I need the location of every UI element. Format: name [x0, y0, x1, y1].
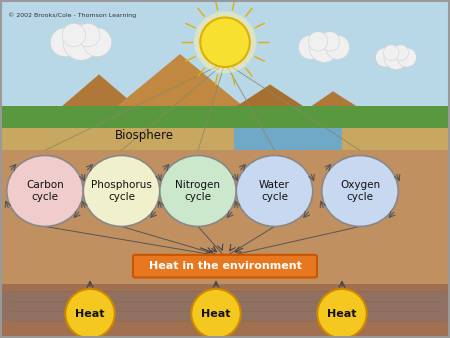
- Circle shape: [76, 23, 100, 47]
- Circle shape: [383, 45, 399, 61]
- Circle shape: [191, 289, 241, 338]
- Ellipse shape: [160, 155, 236, 226]
- Text: Heat in the environment: Heat in the environment: [148, 261, 302, 271]
- Ellipse shape: [322, 155, 398, 226]
- Bar: [2, 150, 448, 284]
- Text: Heat: Heat: [201, 309, 231, 319]
- Ellipse shape: [7, 155, 83, 226]
- Bar: [2, 284, 448, 338]
- Circle shape: [308, 31, 328, 51]
- Circle shape: [393, 45, 409, 61]
- Circle shape: [65, 289, 115, 338]
- Text: Oxygen
cycle: Oxygen cycle: [340, 180, 380, 202]
- Text: Nitrogen
cycle: Nitrogen cycle: [176, 180, 220, 202]
- Text: Water
cycle: Water cycle: [259, 180, 290, 202]
- Circle shape: [83, 28, 112, 57]
- FancyBboxPatch shape: [133, 255, 317, 277]
- Circle shape: [325, 35, 350, 59]
- Text: © 2002 Brooks/Cole - Thomson Learning: © 2002 Brooks/Cole - Thomson Learning: [8, 12, 136, 18]
- Text: Carbon
cycle: Carbon cycle: [26, 180, 64, 202]
- Circle shape: [50, 28, 79, 57]
- Bar: [2, 106, 448, 128]
- Circle shape: [317, 289, 367, 338]
- Text: Biosphere: Biosphere: [115, 129, 174, 142]
- Polygon shape: [202, 84, 338, 128]
- Circle shape: [384, 45, 408, 70]
- Text: Phosphorus
cycle: Phosphorus cycle: [91, 180, 152, 202]
- Circle shape: [320, 31, 340, 51]
- Ellipse shape: [236, 155, 313, 226]
- Text: Heat: Heat: [75, 309, 105, 319]
- FancyBboxPatch shape: [2, 2, 448, 336]
- Circle shape: [309, 32, 339, 62]
- Text: Heat: Heat: [327, 309, 357, 319]
- Polygon shape: [279, 91, 392, 128]
- Circle shape: [63, 24, 99, 60]
- Ellipse shape: [83, 155, 160, 226]
- Bar: [2, 0, 448, 150]
- Circle shape: [62, 23, 86, 47]
- Bar: [234, 128, 342, 150]
- Bar: [2, 291, 448, 321]
- Circle shape: [376, 48, 395, 67]
- Circle shape: [200, 18, 250, 67]
- Circle shape: [298, 35, 323, 59]
- Polygon shape: [36, 74, 162, 128]
- Circle shape: [397, 48, 416, 67]
- Polygon shape: [90, 54, 270, 128]
- Bar: [2, 128, 448, 150]
- Circle shape: [194, 11, 256, 73]
